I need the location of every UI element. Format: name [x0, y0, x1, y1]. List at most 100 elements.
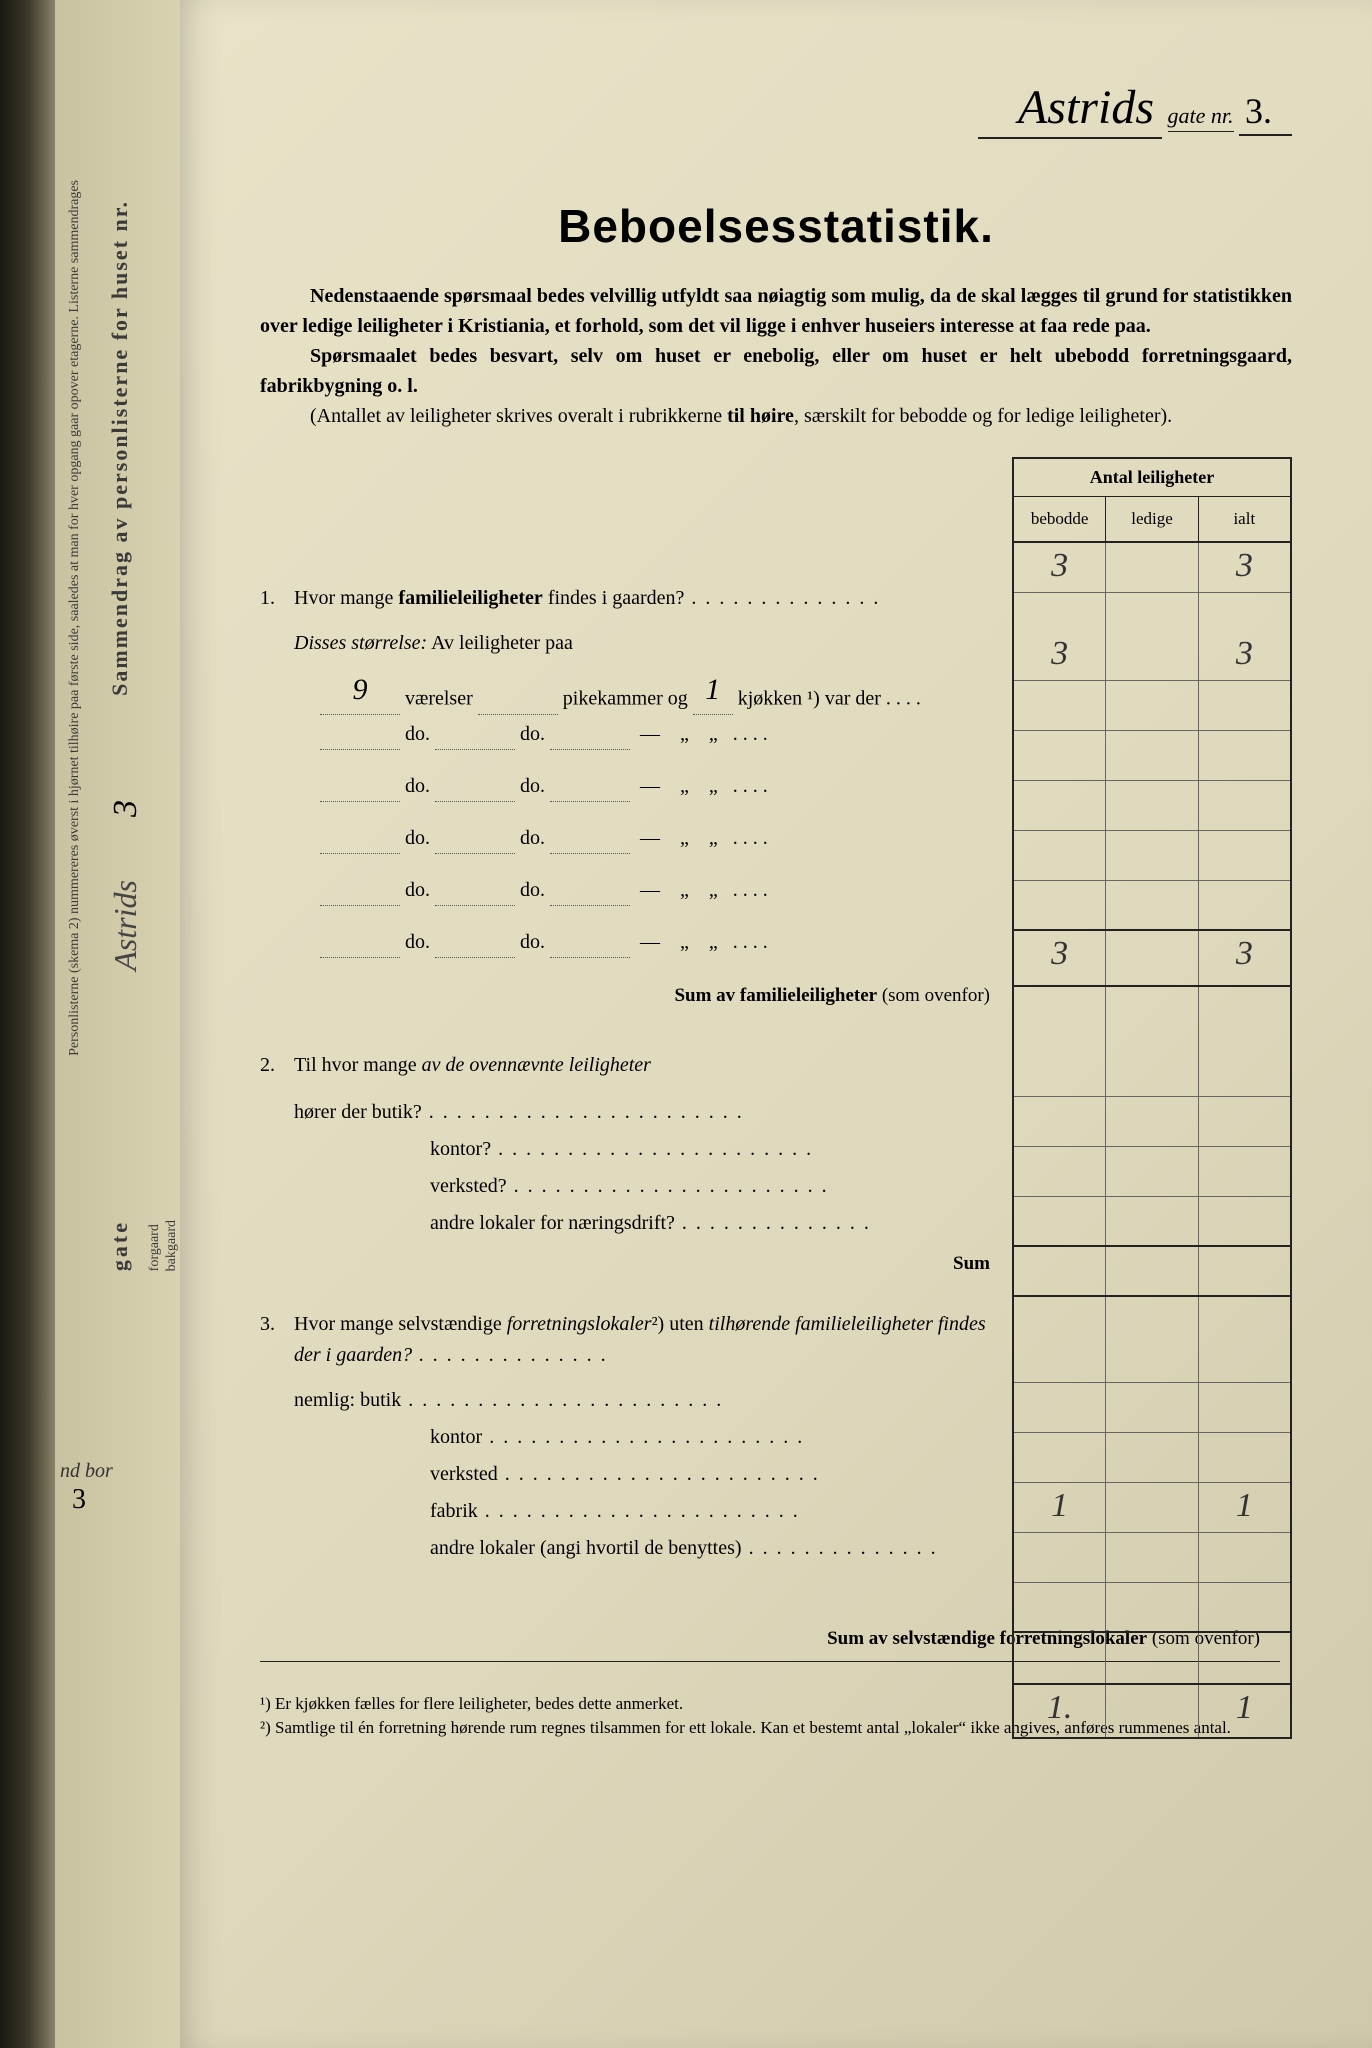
table-row: [1014, 1633, 1290, 1683]
cell: [1106, 931, 1198, 985]
do-label: do.: [405, 775, 430, 797]
col-bebodde: bebodde: [1014, 497, 1106, 541]
margin-outer-note: Personlisterne (skema 2) nummereres øver…: [67, 180, 83, 1056]
q2-num: 2.: [260, 1050, 294, 1128]
header-gate-nr-value: 3.: [1239, 90, 1292, 136]
intro-p3a: (Antallet av leiligheter skrives overalt…: [310, 405, 727, 427]
do-label: do.: [405, 879, 430, 901]
q1-num: 1.: [260, 583, 294, 659]
cell: 1: [1014, 1483, 1106, 1532]
table-row: [1014, 1383, 1290, 1433]
header-gate-nr-label: gate nr.: [1168, 103, 1234, 132]
margin-nd-bor: nd bor: [60, 1460, 113, 1483]
margin-side-options: forgaard bakgaard: [147, 1220, 181, 1271]
table-row: [1014, 881, 1290, 931]
size-line-do: do. do. — „ „ . . . .: [320, 719, 990, 763]
pike-label: pikekammer og: [563, 688, 688, 710]
table-row: 3 3: [1014, 631, 1290, 681]
size-line-do: do. do. — „ „ . . . .: [320, 875, 990, 919]
table-row: [1014, 1147, 1290, 1197]
q1-sum-a: Sum av familieleiligheter: [674, 985, 877, 1006]
form-area: Antal leiligheter bebodde ledige ialt 3 …: [260, 457, 1292, 1740]
question-3: 3. Hvor mange selvstændige forretningslo…: [260, 1309, 990, 1416]
q3-b: forretningslokaler: [507, 1313, 652, 1335]
do-label: do.: [520, 879, 545, 901]
do-label: do.: [405, 931, 430, 953]
margin-main-title: Sammendrag av personlisterne for huset n…: [107, 200, 133, 696]
table-row: [1014, 681, 1290, 731]
q2-lead: Til hvor mange: [294, 1054, 422, 1076]
q1-sizes-label: Disses størrelse:: [294, 632, 427, 654]
q2-item: verksted?: [430, 1171, 990, 1202]
do-label: do.: [520, 827, 545, 849]
table-row: 3 3: [1014, 543, 1290, 593]
q1-text-c: findes i gaarden?: [543, 587, 881, 609]
intro-p3b: til høire: [727, 405, 794, 427]
size-line-do: do. do. — „ „ . . . .: [320, 823, 990, 867]
q3-item: fabrik: [430, 1496, 990, 1527]
cell: 3: [1014, 931, 1106, 985]
cell: 3: [1014, 543, 1106, 592]
q3-c: ²) uten: [652, 1313, 709, 1335]
margin-street-handwritten: Astrids: [107, 880, 144, 971]
left-margin-strip: Personlisterne (skema 2) nummereres øver…: [55, 0, 180, 2048]
do-label: do.: [520, 775, 545, 797]
col-ialt: ialt: [1199, 497, 1290, 541]
q3-item: verksted: [430, 1459, 990, 1490]
margin-house-nr-handwritten: 3: [107, 800, 145, 817]
table-row: [1014, 1297, 1290, 1333]
table-row: [1014, 1097, 1290, 1147]
table-row: 3 3: [1014, 931, 1290, 987]
q3-a: Hvor mange selvstændige: [294, 1313, 507, 1335]
vaer-label: værelser: [405, 688, 473, 710]
q1-text-a: Hvor mange: [294, 587, 398, 609]
q2-item: kontor?: [430, 1134, 990, 1165]
vaer-value: 9: [320, 667, 400, 715]
size-line-do: do. do. — „ „ . . . .: [320, 927, 990, 971]
q2-item: andre lokaler for næringsdrift?: [430, 1208, 990, 1239]
book-binding: [0, 0, 55, 2048]
questions-column: 1. Hvor mange familieleiligheter findes …: [260, 457, 990, 1740]
size-line-1: 9 værelser pikekammer og 1 kjøkken ¹) va…: [320, 667, 990, 711]
cell: 3: [1199, 543, 1290, 592]
q1-sum-b: (som ovenfor): [877, 985, 990, 1006]
margin-nd-bor-val: 3: [72, 1484, 86, 1516]
table-row: [1014, 1333, 1290, 1383]
do-label: do.: [405, 723, 430, 745]
table-row: [1014, 781, 1290, 831]
cell: [1106, 1685, 1198, 1737]
q1-text-b: familieleiligheter: [398, 587, 542, 609]
table-row: 1. 1: [1014, 1683, 1290, 1739]
q3-nemlig: nemlig: butik: [294, 1385, 990, 1416]
margin-gate-label: gate: [107, 1220, 133, 1271]
cell: 3: [1014, 631, 1106, 680]
do-label: do.: [405, 827, 430, 849]
col-ledige: ledige: [1106, 497, 1198, 541]
q3-item: andre lokaler (angi hvortil de benyttes): [430, 1533, 990, 1564]
cell: 1: [1199, 1685, 1290, 1737]
table-row: [1014, 987, 1290, 1047]
header-street-handwritten: Astrids: [978, 80, 1162, 139]
question-1: 1. Hvor mange familieleiligheter findes …: [260, 583, 990, 659]
table-header-top: Antal leiligheter: [1014, 459, 1290, 497]
pike-value: [478, 714, 558, 715]
header-street-line: Astrids gate nr. 3.: [260, 80, 1292, 139]
document-page: Astrids gate nr. 3. Beboelsesstatistik. …: [180, 0, 1372, 2048]
q1-sum-line: Sum av familieleiligheter (som ovenfor): [260, 981, 990, 1010]
table-row: [1014, 1247, 1290, 1297]
table-header-cols: bebodde ledige ialt: [1014, 497, 1290, 543]
intro-p3c: , særskilt for bebodde og for ledige lei…: [794, 405, 1172, 427]
table-row: [1014, 1583, 1290, 1633]
q3-num: 3.: [260, 1309, 294, 1416]
q2-ital: av de ovennævnte leiligheter: [422, 1054, 651, 1076]
size-line-do: do. do. — „ „ . . . .: [320, 771, 990, 815]
table-row: 1 1: [1014, 1483, 1290, 1533]
kjok-value: 1: [693, 667, 733, 715]
counts-table: Antal leiligheter bebodde ledige ialt 3 …: [1012, 457, 1292, 1739]
q1-sizes-sub: Av leiligheter paa: [431, 632, 573, 654]
cell: 3: [1199, 931, 1290, 985]
cell: 1.: [1014, 1685, 1106, 1737]
table-row: [1014, 593, 1290, 631]
do-label: do.: [520, 723, 545, 745]
q3-item: kontor: [430, 1422, 990, 1453]
